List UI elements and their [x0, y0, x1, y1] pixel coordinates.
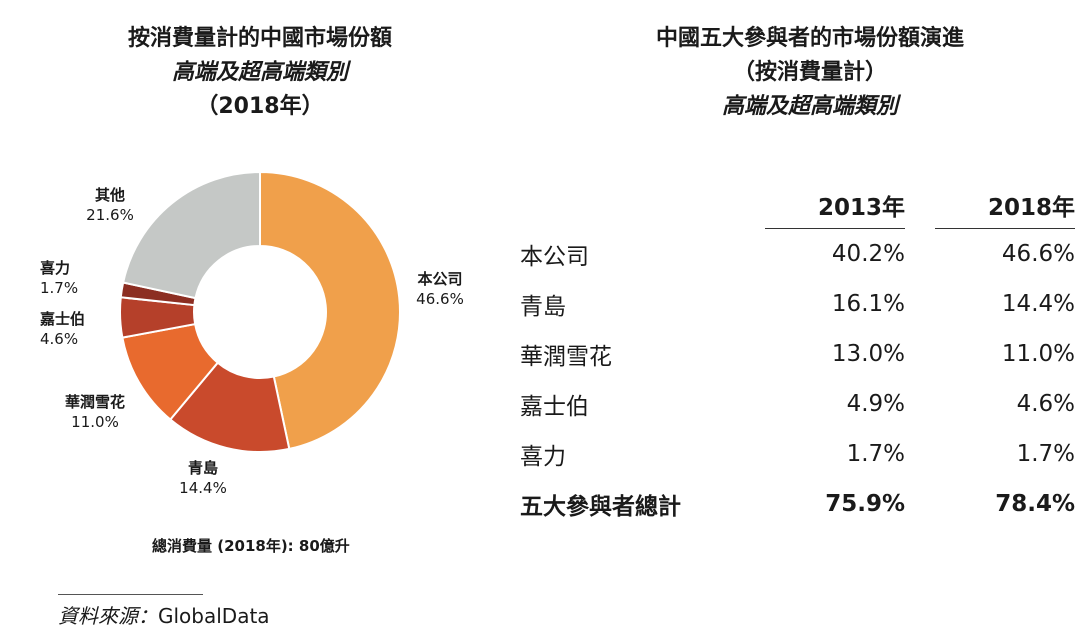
source-value: GlobalData: [158, 604, 270, 628]
row-2018: 4.6%: [1016, 390, 1075, 417]
row-2013: 75.9%: [825, 490, 905, 517]
source-divider: [58, 594, 203, 595]
right-table-title: 中國五大參與者的市場份額演進 （按消費量計） 高端及超高端類別: [570, 22, 1050, 124]
slice-label-value: 14.4%: [179, 479, 227, 497]
row-2013: 1.7%: [846, 440, 905, 467]
row-2018: 46.6%: [1001, 240, 1075, 267]
slice-label-value: 1.7%: [40, 279, 78, 297]
table-row: 喜力 1.7% 1.7%: [520, 429, 1075, 479]
right-title-line3: 高端及超高端類別: [721, 94, 898, 119]
right-title-line1: 中國五大參與者的市場份額演進: [655, 26, 964, 51]
table-row: 青島 16.1% 14.4%: [520, 279, 1075, 329]
slice-label-name: 本公司: [417, 270, 462, 288]
row-name: 五大參與者總計: [520, 493, 681, 520]
left-title-line2: 高端及超高端類別: [171, 60, 348, 85]
row-name: 青島: [520, 293, 566, 320]
slice-label-value: 21.6%: [86, 206, 134, 224]
header-2018: 2018年: [935, 180, 1075, 229]
left-chart-title: 按消費量計的中國市場份額 高端及超高端類別 （2018年）: [50, 22, 470, 124]
slice-label-name: 其他: [95, 186, 125, 204]
slice-label-name: 華潤雪花: [65, 393, 125, 411]
slice-label-name: 喜力: [40, 259, 70, 277]
row-2013: 13.0%: [831, 340, 905, 367]
slice-label-value: 11.0%: [71, 413, 119, 431]
row-2013: 40.2%: [831, 240, 905, 267]
row-2018: 14.4%: [1001, 290, 1075, 317]
row-2013: 4.9%: [846, 390, 905, 417]
total-consumption-note: 總消費量 (2018年): 80億升: [152, 537, 350, 555]
slice-label-name: 青島: [188, 459, 218, 477]
donut-slice: [121, 170, 261, 300]
row-name: 華潤雪花: [520, 343, 612, 370]
right-title-line2: （按消費量計）: [732, 60, 887, 85]
slice-label-value: 46.6%: [416, 290, 464, 308]
row-name: 本公司: [520, 243, 589, 270]
table-row: 本公司 40.2% 46.6%: [520, 229, 1075, 279]
row-2018: 11.0%: [1001, 340, 1075, 367]
row-2013: 16.1%: [831, 290, 905, 317]
donut-slice: [259, 170, 401, 451]
table-total-row: 五大參與者總計 75.9% 78.4%: [520, 479, 1075, 529]
table-row: 嘉士伯 4.9% 4.6%: [520, 379, 1075, 429]
donut-chart: 本公司 46.6% 青島 14.4% 華潤雪花 11.0% 嘉士伯 4.6% 喜力 1.7% 其他 2…: [39, 170, 464, 497]
table-header-row: 2013年 2018年: [520, 180, 1075, 229]
row-name: 喜力: [520, 443, 566, 470]
market-share-table: 2013年 2018年 本公司 40.2% 46.6% 青島 16.1% 14.…: [520, 180, 1075, 529]
header-2013: 2013年: [765, 180, 905, 229]
source-label: 資料來源：: [58, 604, 158, 628]
slice-label-value: 4.6%: [40, 330, 78, 348]
left-title-line1: 按消費量計的中國市場份額: [127, 26, 392, 51]
source-note: 資料來源：GlobalData: [58, 600, 270, 629]
table-row: 華潤雪花 13.0% 11.0%: [520, 329, 1075, 379]
row-2018: 78.4%: [995, 490, 1075, 517]
slice-label-name: 嘉士伯: [39, 310, 85, 328]
row-name: 嘉士伯: [520, 393, 589, 420]
row-2018: 1.7%: [1016, 440, 1075, 467]
left-title-line3: （2018年）: [196, 94, 324, 119]
header-blank: [520, 180, 765, 229]
